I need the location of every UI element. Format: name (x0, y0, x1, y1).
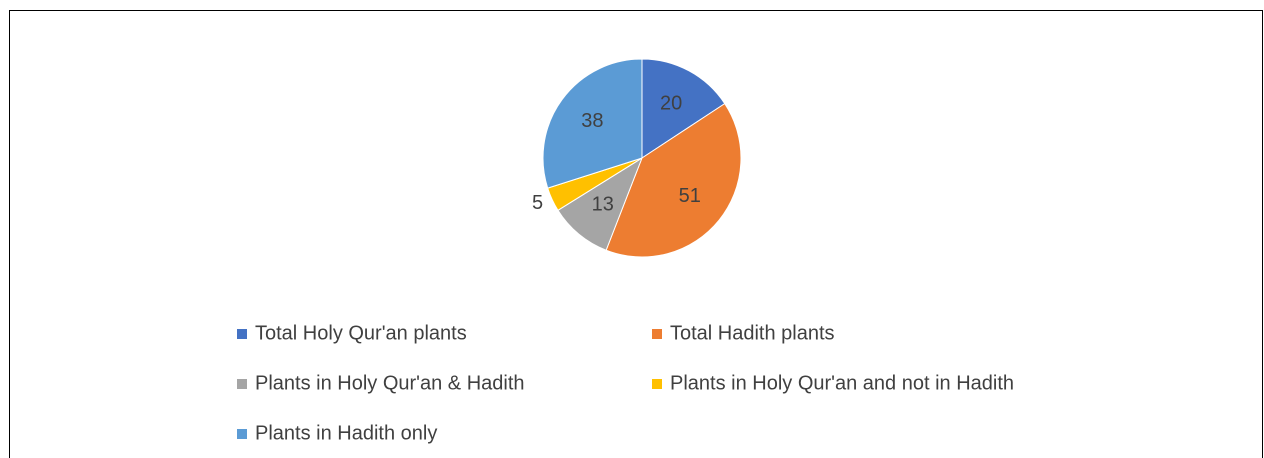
legend-label: Plants in Hadith only (255, 422, 437, 444)
data-label: 51 (679, 185, 701, 207)
pie-slice (542, 58, 643, 189)
data-label: 20 (660, 92, 682, 114)
legend-swatch (237, 429, 247, 439)
legend-swatch (652, 329, 662, 339)
data-label: 13 (592, 194, 614, 216)
legend-label: Total Hadith plants (670, 322, 835, 344)
pie-slice (641, 58, 726, 159)
legend-label: Plants in Holy Qur'an and not in Hadith (670, 372, 1014, 394)
data-label: 38 (581, 110, 603, 132)
legend-label: Plants in Holy Qur'an & Hadith (255, 372, 525, 394)
legend-swatch (237, 379, 247, 389)
data-label: 5 (532, 192, 543, 214)
legend-label: Total Holy Qur'an plants (255, 322, 467, 344)
legend-swatch (652, 379, 662, 389)
pie-slice (605, 102, 742, 258)
chart-frame (9, 10, 1263, 458)
legend-swatch (237, 329, 247, 339)
